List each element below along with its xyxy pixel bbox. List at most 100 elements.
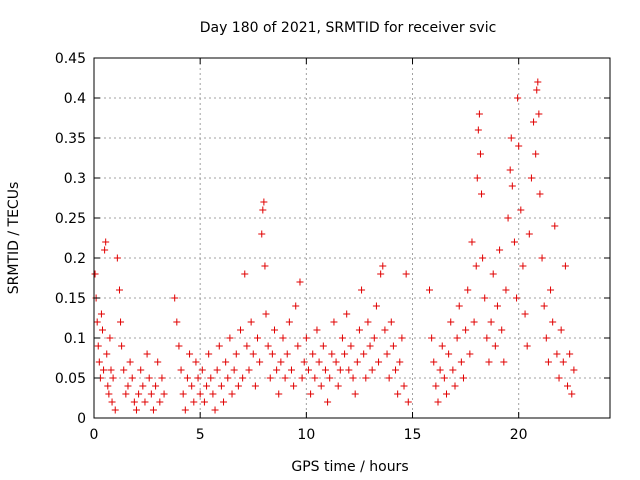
x-tick-label: 0 [90,427,99,443]
data-point [326,374,334,382]
data-point [542,334,550,342]
data-point [215,342,223,350]
data-point [493,302,501,310]
data-point [194,374,202,382]
data-point [111,406,119,414]
data-point [544,358,552,366]
data-point [141,398,149,406]
data-point [464,286,472,294]
data-point [241,270,249,278]
data-point [508,182,516,190]
data-point [175,342,183,350]
data-point [533,86,541,94]
data-point [353,358,361,366]
data-point [105,390,113,398]
chart-title: Day 180 of 2021, SRMTID for receiver svi… [200,20,497,36]
data-point [517,206,525,214]
data-point [330,318,338,326]
data-point [351,390,359,398]
data-point [222,358,230,366]
axis-ticks: 0 0.05 0.1 0.15 0.2 0.25 0.3 0.35 0.4 0.45 0 5 10 15 2… [55,51,610,443]
data-point [510,238,518,246]
data-point [304,366,312,374]
data-point [177,366,185,374]
data-point [279,334,287,342]
data-point [149,406,157,414]
data-point [100,366,108,374]
data-point [317,382,325,390]
data-point [300,358,308,366]
data-point [307,390,315,398]
data-point [270,326,278,334]
data-point [211,406,219,414]
data-point [104,382,112,390]
data-point [372,302,380,310]
plot-frame [93,57,611,419]
data-point [228,390,236,398]
data-point [551,222,559,230]
data-point [277,358,285,366]
data-points [91,78,578,414]
data-point [332,358,340,366]
data-point [107,366,115,374]
data-point [559,358,567,366]
data-point [275,390,283,398]
data-point [126,358,134,366]
data-point [109,374,117,382]
data-point [368,366,376,374]
data-point [536,190,544,198]
data-point [290,382,298,390]
data-point [479,254,487,262]
data-point [364,318,372,326]
data-point [468,238,476,246]
x-tick-label: 15 [404,427,422,443]
data-point [243,342,251,350]
data-point [213,366,221,374]
data-point [476,150,484,158]
data-point [432,382,440,390]
data-point [521,310,529,318]
data-point [555,374,563,382]
data-point [385,374,393,382]
data-point [557,326,565,334]
data-point [118,342,126,350]
data-point [254,334,262,342]
data-point [447,318,455,326]
data-point [217,382,225,390]
data-point [470,318,478,326]
data-point [139,382,147,390]
data-point [404,398,412,406]
data-point [491,342,499,350]
data-point [547,286,555,294]
data-point [135,390,143,398]
data-point [538,254,546,262]
data-point [360,350,368,358]
data-point [506,166,514,174]
data-point [530,118,538,126]
data-point [475,110,483,118]
data-point [362,374,370,382]
data-point [281,374,289,382]
data-point [93,318,101,326]
y-tick-label: 0.3 [64,171,86,187]
data-point [143,350,151,358]
data-point [379,262,387,270]
data-point [473,174,481,182]
data-point [190,398,198,406]
data-point [124,382,132,390]
data-point [224,374,232,382]
data-point [535,110,543,118]
data-point [561,262,569,270]
data-point [319,342,327,350]
data-point [145,374,153,382]
data-point [396,358,404,366]
data-point [249,350,257,358]
data-point [268,350,276,358]
data-point [523,342,531,350]
data-point [338,334,346,342]
data-point [128,374,136,382]
data-point [200,398,208,406]
x-tick-label: 20 [510,427,528,443]
data-point [504,214,512,222]
